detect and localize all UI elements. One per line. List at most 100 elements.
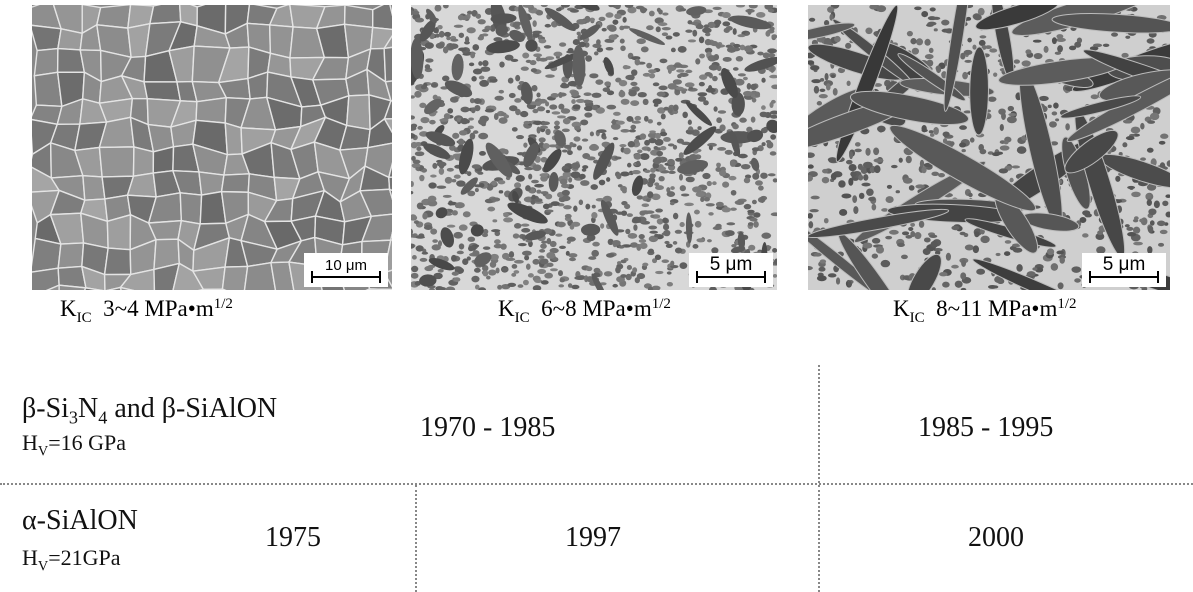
texture [622, 189, 627, 194]
texture [872, 238, 880, 244]
texture [470, 133, 476, 140]
texture [568, 177, 572, 182]
texture [648, 69, 657, 73]
texture [1147, 246, 1152, 254]
texture [818, 267, 825, 272]
texture [943, 132, 950, 137]
texture [613, 112, 621, 116]
texture [621, 259, 627, 263]
texture [847, 81, 851, 86]
texture [571, 171, 581, 178]
texture [1056, 38, 1066, 42]
texture [579, 174, 586, 179]
texture [760, 112, 768, 118]
texture [1127, 186, 1135, 189]
texture [480, 67, 490, 72]
texture [591, 250, 599, 257]
texture [436, 185, 446, 188]
texture [471, 76, 476, 81]
texture [741, 164, 751, 169]
texture [619, 90, 626, 97]
texture [552, 111, 561, 114]
texture [133, 147, 153, 176]
texture [563, 118, 571, 125]
texture [494, 113, 499, 120]
texture [737, 34, 745, 37]
texture [576, 19, 586, 25]
texture [432, 239, 438, 243]
texture [647, 147, 651, 151]
texture [494, 96, 503, 101]
texture [658, 22, 667, 26]
texture [467, 27, 476, 33]
texture [825, 73, 829, 81]
caption-sub: IC [515, 310, 530, 326]
texture [511, 59, 519, 62]
texture [1049, 121, 1057, 127]
texture [811, 196, 820, 200]
texture [627, 163, 631, 168]
texture [430, 229, 437, 235]
texture [535, 101, 541, 106]
caption-sub: IC [77, 310, 92, 326]
texture [1012, 165, 1020, 168]
texture [654, 182, 659, 186]
texture [929, 130, 934, 133]
texture [522, 52, 529, 58]
texture [537, 269, 546, 274]
texture [1160, 230, 1168, 234]
texture [932, 17, 940, 20]
texture [707, 239, 712, 242]
texture [770, 151, 777, 155]
texture [32, 238, 61, 272]
texture [718, 110, 726, 113]
texture [558, 104, 564, 110]
texture [1103, 44, 1110, 47]
texture [465, 36, 469, 43]
texture [648, 225, 657, 229]
scale-label: 5 μm [710, 254, 753, 275]
texture [1022, 60, 1031, 66]
texture [597, 129, 607, 133]
texture [513, 22, 520, 28]
texture [919, 221, 924, 228]
texture [548, 144, 558, 147]
texture [682, 112, 688, 119]
texture [831, 74, 836, 78]
texture [814, 86, 819, 94]
texture [577, 145, 582, 150]
texture [455, 202, 465, 208]
texture [428, 182, 436, 188]
texture [902, 231, 909, 235]
texture [861, 183, 870, 187]
texture [606, 253, 615, 258]
texture [688, 39, 696, 42]
texture [454, 232, 463, 239]
texture [508, 78, 514, 84]
texture [566, 251, 570, 256]
texture [929, 48, 934, 53]
texture [965, 245, 974, 251]
texture [438, 269, 444, 273]
texture [420, 117, 429, 123]
texture [632, 170, 641, 174]
texture [541, 191, 549, 194]
texture [738, 73, 746, 76]
texture [673, 213, 678, 220]
texture [868, 197, 875, 201]
texture [921, 11, 928, 17]
texture [606, 105, 616, 110]
texture [514, 260, 524, 264]
texture [960, 232, 966, 236]
texture [822, 169, 828, 174]
texture [656, 151, 663, 156]
texture [411, 142, 418, 149]
texture [599, 17, 606, 21]
texture [639, 234, 645, 239]
texture [431, 83, 437, 87]
texture [606, 177, 610, 182]
material: α-SiAlON [22, 505, 138, 537]
texture [1091, 94, 1099, 99]
texture [675, 247, 682, 253]
texture [644, 170, 650, 173]
